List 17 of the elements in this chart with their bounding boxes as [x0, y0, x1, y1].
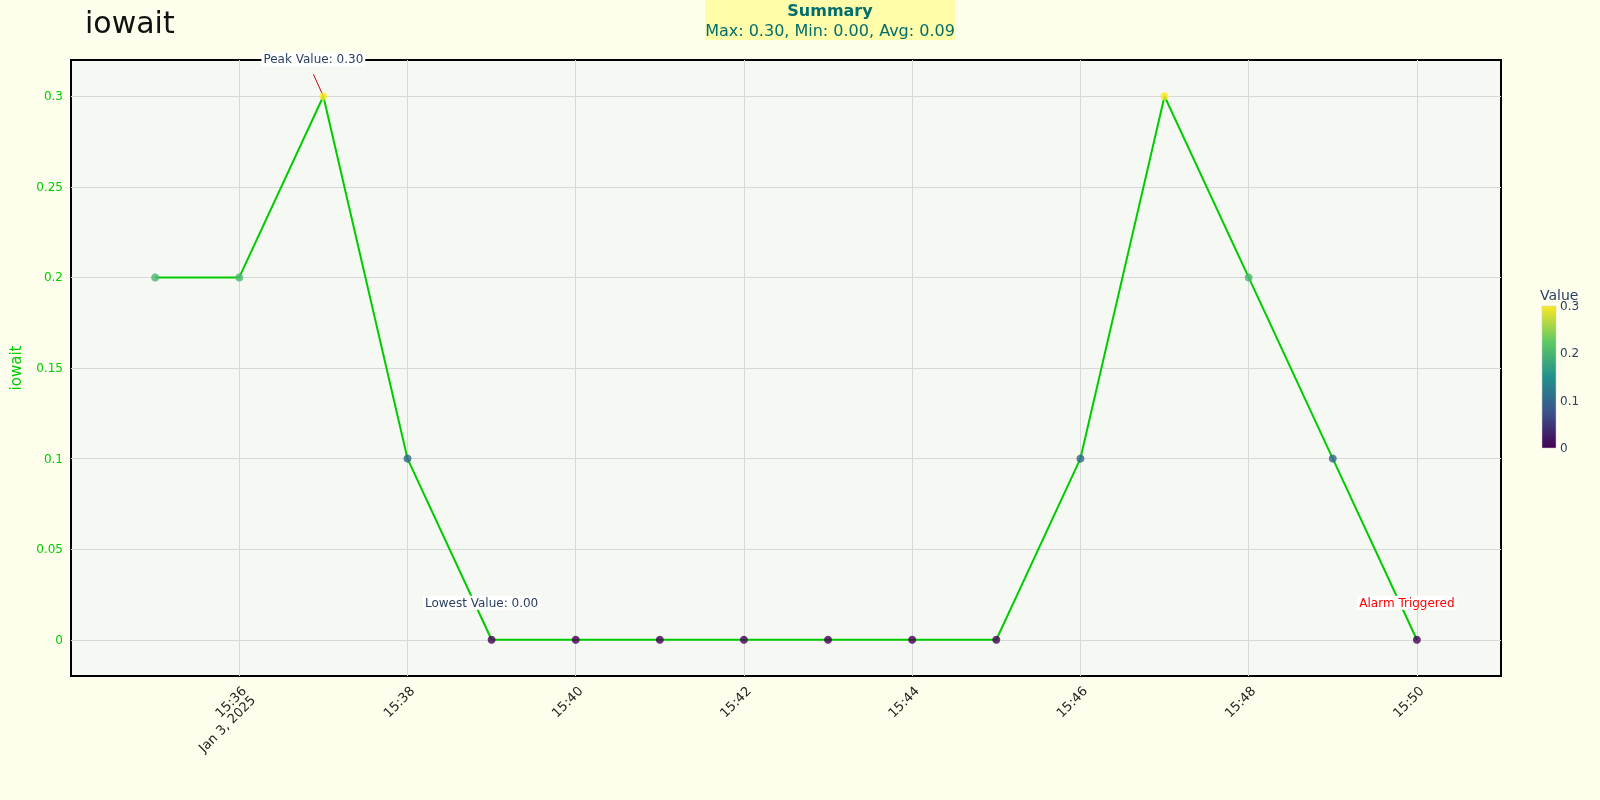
- color-bar-label: 0: [1560, 441, 1568, 455]
- y-tick-label: 0.3: [43, 89, 63, 104]
- color-bar-label: 0.1: [1560, 393, 1580, 408]
- text: Summary: [787, 0, 874, 20]
- y-tick-label: 0.2: [43, 270, 63, 285]
- chart-title: iowait: [85, 4, 175, 40]
- text: Max: 0.30, Min: 0.00, Avg: 0.09: [705, 20, 955, 40]
- y-axis-title: iowait: [6, 345, 25, 391]
- annotation: Alarm Triggered: [1359, 595, 1455, 610]
- y-tick-label: 0.1: [43, 451, 63, 466]
- annotation: Peak Value: 0.30: [263, 52, 364, 67]
- y-tick-label: 0: [55, 632, 63, 647]
- y-tick-label: 0.05: [36, 542, 63, 557]
- y-tick-label: 0.15: [36, 361, 63, 375]
- y-tick-label: 0.25: [36, 179, 63, 194]
- annotation: Lowest Value: 0.00: [424, 595, 539, 610]
- color-bar-label: 0.2: [1560, 346, 1580, 361]
